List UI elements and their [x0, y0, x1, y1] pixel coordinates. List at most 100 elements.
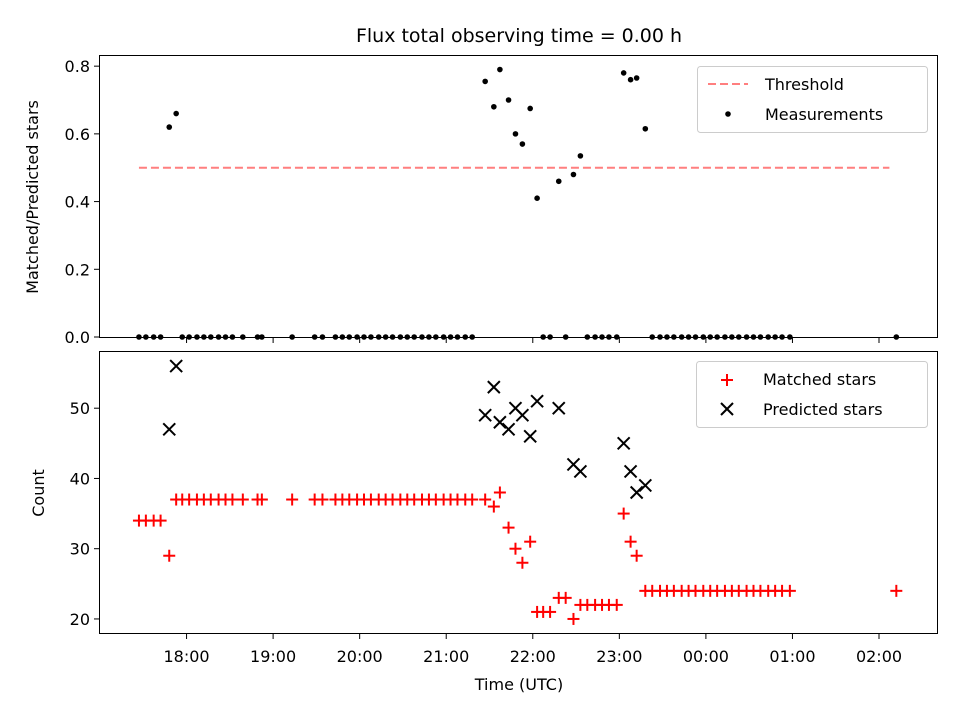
chart-title: Flux total observing time = 0.00 h — [356, 25, 682, 47]
legend-measurements-swatch — [725, 111, 731, 117]
predicted-star-stroke-b — [169, 359, 183, 373]
bottom-x-ticks: 18:00 19:00 20:00 21:00 22:00 23:00 00:00 01:00… — [164, 633, 902, 666]
measurement-point — [577, 153, 584, 159]
predicted-star-stroke-b — [508, 401, 523, 415]
predicted-star-point — [493, 415, 507, 429]
predicted-star-point — [573, 464, 588, 479]
top-y-ticks: 0.0 0.2 0.4 0.6 0.8 — [65, 57, 100, 347]
bottom-legend: Matched stars Predicted stars — [696, 361, 928, 428]
x-tick-label: 20:00 — [337, 647, 383, 666]
matched-star-point — [624, 535, 637, 548]
bottom-y-tick-label: 50 — [70, 399, 90, 418]
predicted-star-point — [552, 401, 566, 415]
top-y-tick-label: 0.4 — [65, 193, 90, 212]
predicted-star-point — [616, 436, 631, 451]
x-tick-label: 21:00 — [423, 647, 469, 666]
matched-star-point — [226, 493, 239, 506]
legend-threshold-label: Threshold — [764, 75, 844, 94]
matched-star-point — [502, 521, 515, 534]
top-y-tick-label: 0.8 — [65, 57, 90, 76]
predicted-star-point — [487, 380, 501, 394]
bottom-matched-points — [132, 486, 903, 625]
matched-star-point — [559, 591, 572, 604]
measurement-point — [512, 131, 519, 137]
legend-measurements-label: Measurements — [765, 105, 883, 124]
bottom-y-tick-label: 40 — [70, 469, 90, 488]
matched-star-point — [890, 584, 903, 597]
predicted-star-point — [638, 478, 653, 493]
predicted-star-point — [629, 485, 644, 500]
top-legend-box — [697, 66, 928, 133]
measurement-point — [166, 124, 173, 130]
predicted-star-stroke-b — [616, 436, 631, 451]
predicted-star-point — [478, 408, 492, 422]
measurement-point — [627, 76, 634, 83]
x-axis-label: Time (UTC) — [474, 675, 563, 694]
matched-star-point — [783, 584, 796, 597]
predicted-star-stroke-b — [552, 401, 566, 415]
measurement-point — [505, 97, 512, 103]
legend-predicted-swatch — [720, 402, 734, 416]
predicted-star-point — [530, 394, 544, 408]
x-tick-label: 01:00 — [769, 647, 815, 666]
measurement-point — [620, 70, 627, 76]
measurement-point — [519, 141, 526, 147]
x-tick-label: 23:00 — [596, 647, 642, 666]
predicted-star-stroke-b — [523, 429, 537, 444]
top-y-tick-label: 0.6 — [65, 125, 90, 144]
bottom-y-ticks: 20 30 40 50 — [70, 399, 100, 629]
matched-star-point — [479, 493, 492, 506]
measurement-point — [497, 66, 503, 73]
matched-star-point — [630, 549, 643, 562]
bottom-predicted-points — [162, 359, 653, 500]
matched-star-point — [487, 500, 500, 513]
x-tick-label: 22:00 — [510, 647, 556, 666]
legend-matched-swatch — [721, 374, 733, 386]
matched-star-point — [236, 493, 249, 506]
predicted-star-stroke-b — [162, 422, 176, 436]
predicted-star-point — [523, 429, 537, 444]
top-y-tick-label: 0.2 — [65, 260, 90, 279]
predicted-star-point — [169, 359, 183, 373]
bottom-y-tick-label: 30 — [70, 540, 90, 559]
matched-star-point — [255, 493, 268, 506]
predicted-star-stroke-b — [530, 394, 544, 408]
x-tick-label: 19:00 — [250, 647, 296, 666]
predicted-star-stroke-b — [487, 380, 501, 394]
bottom-axes-frame — [99, 351, 938, 634]
matched-star-point — [567, 612, 580, 625]
predicted-star-stroke-b — [478, 408, 492, 422]
matched-star-point — [509, 542, 522, 555]
x-tick-label: 00:00 — [683, 647, 729, 666]
legend-matched-label: Matched stars — [763, 370, 876, 389]
top-legend: Threshold Measurements — [697, 66, 928, 133]
predicted-star-stroke-b — [501, 422, 516, 436]
bottom-y-tick-label: 20 — [70, 610, 90, 629]
measurement-point — [534, 195, 540, 201]
x-tick-label: 02:00 — [856, 647, 902, 666]
measurement-point — [482, 78, 488, 85]
measurement-point — [570, 171, 577, 178]
predicted-star-stroke-b — [629, 485, 644, 500]
top-y-axis-label: Matched/Predicted stars — [23, 100, 42, 294]
predicted-star-point — [515, 408, 530, 422]
predicted-star-point — [162, 422, 176, 436]
measurement-point — [633, 75, 640, 81]
top-axes-frame — [99, 55, 938, 338]
matched-star-point — [493, 486, 506, 499]
matched-star-point — [316, 493, 329, 506]
top-axes: 0.00.20.40.60.8 Matched/Predicted stars … — [23, 55, 938, 347]
predicted-star-stroke-b — [566, 457, 581, 472]
measurement-point — [527, 105, 533, 112]
x-tick-label: 18:00 — [164, 647, 210, 666]
legend-predicted-label: Predicted stars — [763, 400, 883, 419]
measurement-point — [173, 110, 179, 117]
matched-star-point — [544, 605, 557, 618]
matched-star-point — [163, 549, 176, 562]
matched-star-point — [524, 535, 537, 548]
matched-star-point — [466, 493, 479, 506]
predicted-star-stroke-b — [623, 464, 638, 479]
bottom-legend-box — [696, 361, 928, 428]
predicted-star-stroke-b — [638, 478, 653, 493]
